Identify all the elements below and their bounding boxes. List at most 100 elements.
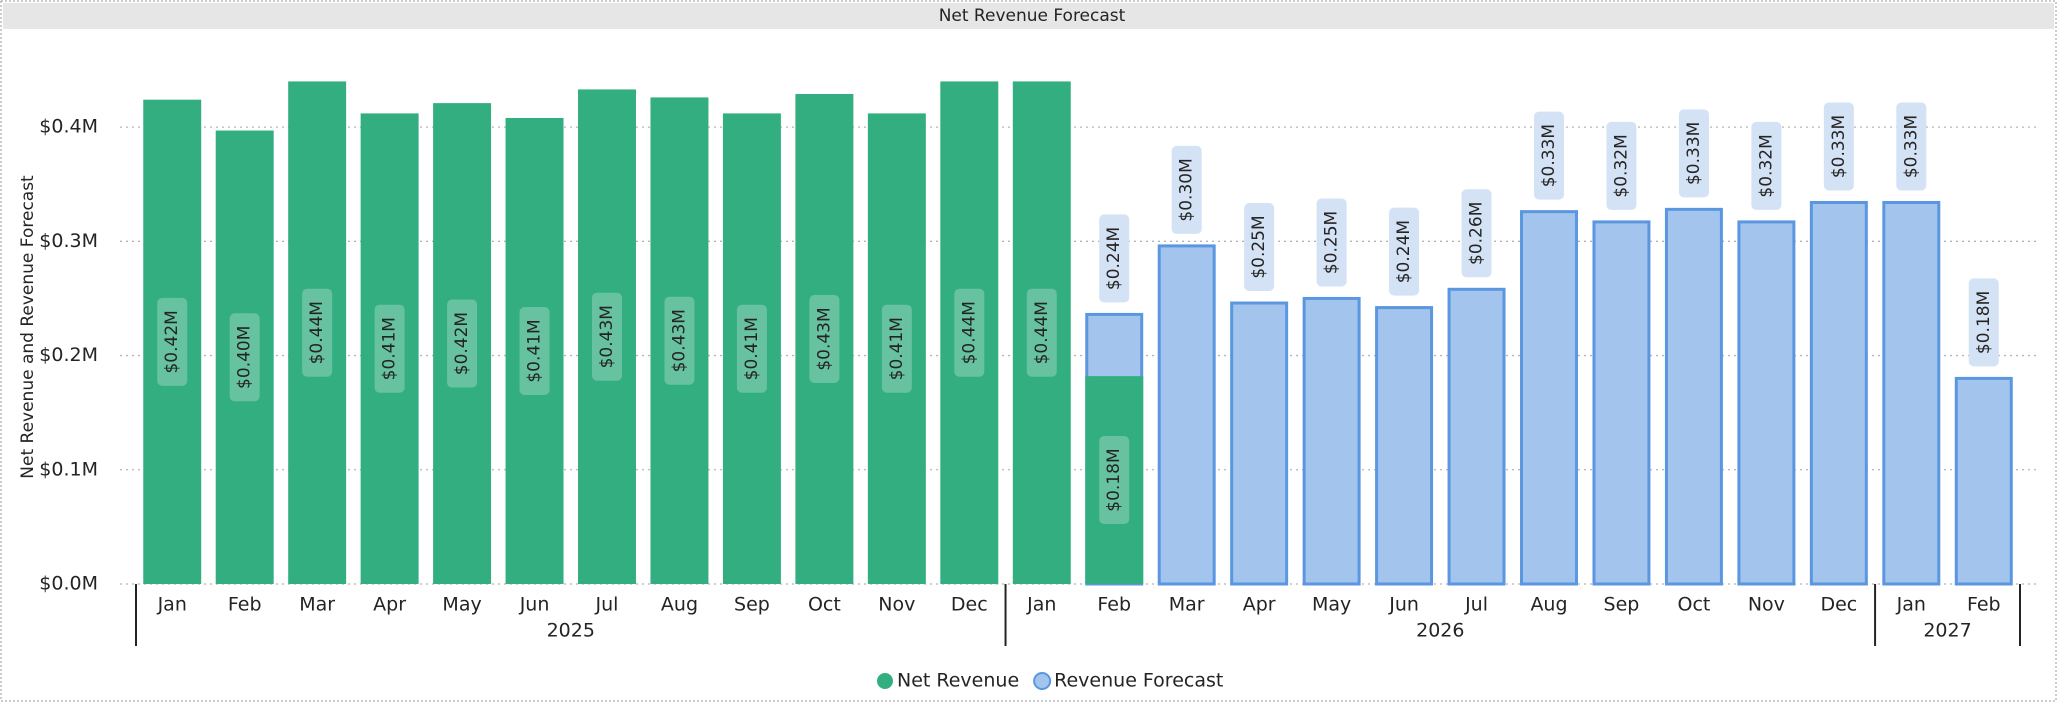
value-label: $0.42M — [452, 312, 472, 375]
x-tick-label: Apr — [1243, 594, 1276, 616]
bar — [1230, 301, 1289, 586]
bar — [505, 117, 564, 585]
bar — [1085, 376, 1144, 584]
value-label-bg — [1099, 436, 1130, 525]
x-group-label: 2025 — [547, 620, 595, 642]
value-label-bg — [1751, 121, 1782, 210]
bar — [1447, 287, 1506, 586]
value-label-bg — [1823, 102, 1854, 191]
value-label-bg — [1678, 109, 1709, 198]
x-tick-label: Jul — [595, 594, 619, 616]
x-tick-label: Feb — [228, 594, 262, 616]
value-label-bg — [1606, 121, 1637, 210]
value-label: $0.44M — [959, 301, 979, 364]
x-tick-label: Sep — [734, 594, 770, 616]
value-label: $0.24M — [1104, 227, 1124, 290]
bar — [1012, 81, 1071, 584]
x-tick-label: Apr — [373, 594, 406, 616]
x-tick-label: Nov — [1748, 594, 1785, 616]
y-tick-label: $0.0M — [39, 573, 98, 595]
value-label: $0.33M — [1539, 124, 1559, 187]
x-tick-label: Mar — [299, 594, 335, 616]
x-tick-label: Nov — [878, 594, 915, 616]
value-label-bg — [229, 313, 260, 402]
value-label: $0.41M — [742, 317, 762, 380]
x-tick-label: Oct — [1677, 594, 1710, 616]
bar — [1592, 220, 1651, 586]
x-tick-label: May — [1312, 594, 1351, 616]
value-label-bg — [1099, 214, 1130, 303]
value-label-bg — [881, 304, 912, 393]
bar — [143, 99, 202, 584]
value-label-bg — [1389, 207, 1420, 296]
legend-marker — [1033, 672, 1052, 690]
value-label: $0.41M — [380, 317, 400, 380]
value-label: $0.44M — [307, 301, 327, 364]
value-label-bg — [1316, 198, 1347, 287]
value-label-bg — [592, 292, 622, 381]
bar — [722, 113, 781, 584]
value-label-bg — [736, 304, 767, 393]
legend-marker — [877, 673, 893, 689]
value-label: $0.25M — [1322, 211, 1342, 274]
value-label: $0.32M — [1756, 134, 1776, 197]
y-axis-label: Net Revenue and Revenue Forecast — [18, 175, 38, 479]
value-label-bg — [447, 299, 478, 388]
bar — [1157, 244, 1216, 586]
value-label-bg — [1896, 102, 1927, 191]
x-tick-label: Jun — [1388, 594, 1419, 616]
y-tick-label: $0.4M — [39, 116, 98, 138]
value-label: $0.42M — [162, 310, 182, 373]
x-tick-label: Dec — [951, 594, 988, 616]
value-label-bg — [1026, 288, 1057, 377]
x-tick-label: Aug — [1530, 594, 1567, 616]
value-label: $0.33M — [1829, 115, 1849, 178]
value-label-bg — [1244, 203, 1275, 292]
bar — [1954, 376, 2013, 586]
y-tick-label: $0.3M — [39, 230, 98, 252]
x-tick-label: Jul — [1464, 594, 1488, 616]
value-label: $0.33M — [1684, 122, 1704, 185]
value-label-bg — [954, 288, 985, 377]
bar — [1664, 207, 1723, 586]
bar — [433, 103, 492, 584]
legend-label: Net Revenue — [897, 670, 1019, 692]
value-label: $0.43M — [597, 305, 617, 368]
value-label: $0.25M — [1249, 215, 1269, 278]
value-label: $0.43M — [669, 309, 689, 372]
value-label-bg — [809, 294, 840, 383]
x-tick-label: Oct — [808, 594, 841, 616]
value-label-bg — [374, 304, 405, 393]
y-tick-label: $0.1M — [39, 458, 98, 480]
x-tick-label: Feb — [1097, 594, 1131, 616]
value-label-bg — [1461, 189, 1492, 278]
y-tick-label: $0.2M — [39, 344, 98, 366]
bar — [1302, 296, 1361, 586]
x-group-label: 2026 — [1416, 620, 1464, 642]
value-label-bg — [664, 296, 695, 385]
bar — [1809, 200, 1868, 586]
value-label: $0.41M — [525, 319, 545, 382]
x-tick-label: Sep — [1604, 594, 1640, 616]
value-label: $0.43M — [814, 307, 834, 370]
bar — [215, 130, 274, 584]
value-label-bg — [302, 288, 333, 377]
x-tick-label: Mar — [1169, 594, 1205, 616]
chart-title: Net Revenue Forecast — [939, 6, 1126, 26]
bar — [650, 97, 709, 584]
value-label-bg — [519, 306, 550, 395]
bar — [1520, 210, 1578, 586]
bar — [288, 81, 347, 584]
value-label: $0.33M — [1901, 115, 1921, 178]
bar — [1375, 306, 1434, 586]
title-bar — [3, 3, 2054, 29]
value-label: $0.32M — [1611, 134, 1631, 197]
value-label-bg — [1968, 278, 1999, 367]
value-label: $0.44M — [1032, 301, 1052, 364]
x-group-label: 2027 — [1923, 620, 1971, 642]
value-label: $0.24M — [1394, 220, 1414, 283]
value-label: $0.30M — [1177, 158, 1197, 221]
x-tick-label: May — [442, 594, 481, 616]
